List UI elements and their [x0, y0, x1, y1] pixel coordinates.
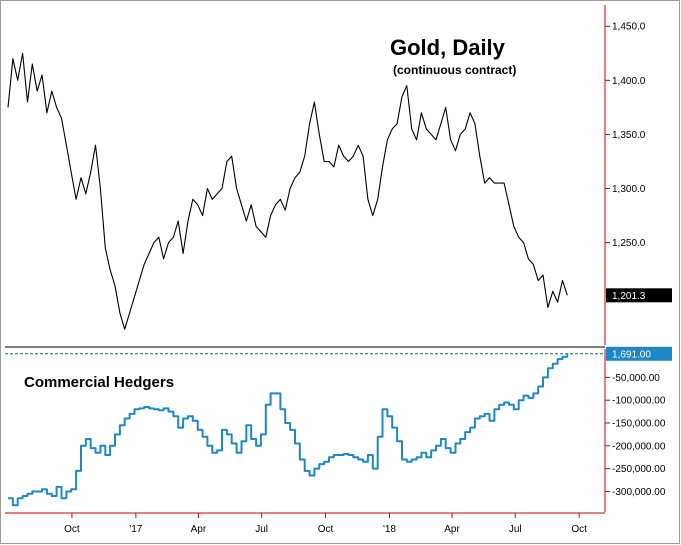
x-tick-label: Oct [318, 524, 334, 535]
last-value-label: 1,201.3 [612, 291, 646, 302]
hedgers-chart-title: Commercial Hedgers [24, 374, 174, 391]
y-tick-label: 1,350.0 [612, 130, 646, 141]
y-tick-label: -250,000.00 [612, 464, 666, 475]
y-tick-label: 1,400.0 [612, 76, 646, 87]
x-tick-label: Oct [571, 524, 587, 535]
y-tick-label: 1,300.0 [612, 184, 646, 195]
y-tick-label: 1,250.0 [612, 238, 646, 249]
gold-chart-title: Gold, Daily [390, 35, 506, 60]
y-tick-label: -100,000.00 [612, 396, 666, 407]
y-tick-label: 1,450.0 [612, 22, 646, 33]
last-value-badge [606, 346, 672, 361]
gold-price-panel: 1,250.0 1,300.0 1,350.0 1,400.0 1,450.0 1,201… [7, 22, 672, 330]
x-tick-label: Jul [509, 524, 522, 535]
x-tick-label: Jul [255, 524, 268, 535]
x-tick-label: Oct [64, 524, 80, 535]
hedgers-line [8, 353, 569, 507]
y-tick-label: -50,000.00 [612, 373, 660, 384]
x-tick-label: Apr [191, 524, 207, 535]
x-tick-label: '17 [129, 524, 142, 535]
gold-chart-subtitle: (continuous contract) [393, 63, 516, 77]
x-tick-label: Apr [444, 524, 460, 535]
x-axis: Oct '17 Apr Jul Oct '18 Apr Jul Oct [64, 513, 587, 535]
last-value-badge [606, 288, 672, 303]
y-tick-label: -300,000.00 [612, 487, 666, 498]
gold-price-line [7, 52, 568, 330]
hedgers-panel: -300,000.00 -250,000.00 -200,000.00 -150,00… [5, 346, 672, 507]
last-value-label: 1,691.00 [612, 349, 651, 360]
x-tick-label: '18 [383, 524, 396, 535]
y-tick-label: -150,000.00 [612, 419, 666, 430]
y-tick-label: -200,000.00 [612, 441, 666, 452]
